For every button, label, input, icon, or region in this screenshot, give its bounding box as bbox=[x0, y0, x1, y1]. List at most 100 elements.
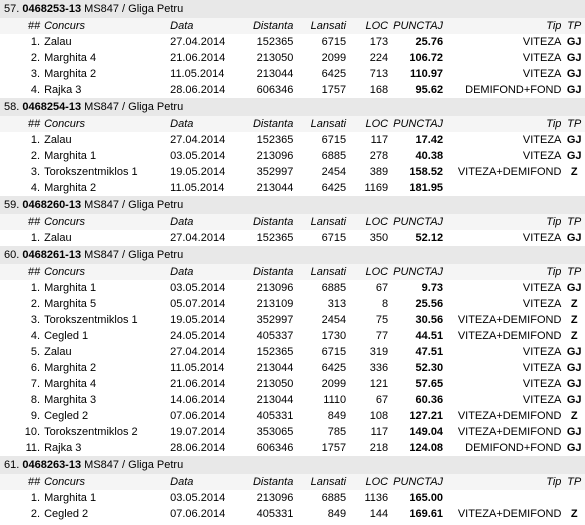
cell-dist: 213050 bbox=[240, 376, 297, 392]
table-row: 1.Zalau27.04.2014152365671517325.76VITEZ… bbox=[0, 34, 585, 50]
cell-dist: 213044 bbox=[240, 180, 297, 196]
cell-tip: VITEZA bbox=[447, 344, 563, 360]
table-row: 8.Marghita 314.06.201421304411106760.36V… bbox=[0, 392, 585, 408]
col-tp: TP bbox=[563, 214, 585, 230]
cell-tp: GJ bbox=[563, 392, 585, 408]
cell-punc: 52.30 bbox=[392, 360, 447, 376]
cell-concurs: Marghita 2 bbox=[43, 360, 169, 376]
results-table: ##ConcursDataDistantaLansatiLOCPUNCTAJTi… bbox=[0, 474, 585, 522]
col-nn: ## bbox=[0, 18, 43, 34]
cell-dist: 353065 bbox=[240, 424, 297, 440]
col-concurs: Concurs bbox=[43, 474, 169, 490]
cell-tp: GJ bbox=[563, 50, 585, 66]
col-loc: LOC bbox=[350, 474, 392, 490]
cell-concurs: Zalau bbox=[43, 230, 169, 246]
table-row: 9.Cegled 207.06.2014405331849108127.21VI… bbox=[0, 408, 585, 424]
cell-lans: 6425 bbox=[297, 66, 350, 82]
cell-punc: 30.56 bbox=[392, 312, 447, 328]
cell-tp: Z bbox=[563, 506, 585, 522]
col-concurs: Concurs bbox=[43, 18, 169, 34]
cell-concurs: Zalau bbox=[43, 132, 169, 148]
entry-code: 0468263-13 bbox=[22, 459, 81, 471]
cell-lans: 6715 bbox=[297, 34, 350, 50]
cell-tp bbox=[563, 180, 585, 196]
cell-concurs: Rajka 3 bbox=[43, 82, 169, 98]
cell-lans: 6715 bbox=[297, 230, 350, 246]
cell-nn: 1. bbox=[0, 490, 43, 506]
cell-lans: 1757 bbox=[297, 82, 350, 98]
entry-header: 60. 0468261-13 MS847 / Gliga Petru bbox=[0, 246, 585, 264]
cell-concurs: Marghita 5 bbox=[43, 296, 169, 312]
cell-dist: 606346 bbox=[240, 440, 297, 456]
table-header-row: ##ConcursDataDistantaLansatiLOCPUNCTAJTi… bbox=[0, 474, 585, 490]
col-tip: Tip bbox=[447, 214, 563, 230]
col-nn: ## bbox=[0, 264, 43, 280]
cell-lans: 2454 bbox=[297, 164, 350, 180]
cell-tip: VITEZA+DEMIFOND bbox=[447, 164, 563, 180]
col-nn: ## bbox=[0, 214, 43, 230]
col-dist: Distanta bbox=[240, 116, 297, 132]
cell-punc: 124.08 bbox=[392, 440, 447, 456]
cell-punc: 110.97 bbox=[392, 66, 447, 82]
col-punc: PUNCTAJ bbox=[392, 474, 447, 490]
cell-nn: 3. bbox=[0, 312, 43, 328]
entry-number: 60. bbox=[4, 249, 22, 261]
cell-data: 27.04.2014 bbox=[169, 344, 240, 360]
cell-loc: 1136 bbox=[350, 490, 392, 506]
table-row: 3.Torokszentmiklos 119.05.20143529972454… bbox=[0, 164, 585, 180]
col-tip: Tip bbox=[447, 116, 563, 132]
entry-header: 59. 0468260-13 MS847 / Gliga Petru bbox=[0, 196, 585, 214]
cell-tip: VITEZA bbox=[447, 50, 563, 66]
col-tp: TP bbox=[563, 18, 585, 34]
cell-concurs: Marghita 4 bbox=[43, 376, 169, 392]
cell-tp: GJ bbox=[563, 66, 585, 82]
cell-data: 19.05.2014 bbox=[169, 312, 240, 328]
cell-data: 28.06.2014 bbox=[169, 440, 240, 456]
entry-header: 57. 0468253-13 MS847 / Gliga Petru bbox=[0, 0, 585, 18]
cell-tip: VITEZA+DEMIFOND bbox=[447, 312, 563, 328]
cell-nn: 6. bbox=[0, 360, 43, 376]
cell-tip: DEMIFOND+FOND bbox=[447, 82, 563, 98]
cell-tip: VITEZA bbox=[447, 392, 563, 408]
cell-concurs: Marghita 1 bbox=[43, 280, 169, 296]
cell-data: 11.05.2014 bbox=[169, 360, 240, 376]
cell-tp: GJ bbox=[563, 148, 585, 164]
cell-tip: VITEZA bbox=[447, 66, 563, 82]
cell-tp: Z bbox=[563, 312, 585, 328]
table-row: 2.Cegled 207.06.2014405331849144169.61VI… bbox=[0, 506, 585, 522]
cell-dist: 352997 bbox=[240, 312, 297, 328]
cell-dist: 213044 bbox=[240, 66, 297, 82]
cell-nn: 1. bbox=[0, 230, 43, 246]
cell-tip: VITEZA bbox=[447, 280, 563, 296]
cell-concurs: Zalau bbox=[43, 344, 169, 360]
table-row: 10.Torokszentmiklos 219.07.2014353065785… bbox=[0, 424, 585, 440]
cell-nn: 10. bbox=[0, 424, 43, 440]
cell-loc: 389 bbox=[350, 164, 392, 180]
cell-punc: 25.76 bbox=[392, 34, 447, 50]
cell-loc: 713 bbox=[350, 66, 392, 82]
cell-loc: 224 bbox=[350, 50, 392, 66]
cell-tp: Z bbox=[563, 296, 585, 312]
cell-lans: 6715 bbox=[297, 344, 350, 360]
table-row: 1.Zalau27.04.2014152365671535052.12VITEZ… bbox=[0, 230, 585, 246]
cell-lans: 2454 bbox=[297, 312, 350, 328]
col-tip: Tip bbox=[447, 264, 563, 280]
cell-dist: 213096 bbox=[240, 490, 297, 506]
col-data: Data bbox=[169, 116, 240, 132]
cell-dist: 152365 bbox=[240, 34, 297, 50]
cell-loc: 121 bbox=[350, 376, 392, 392]
table-row: 7.Marghita 421.06.2014213050209912157.65… bbox=[0, 376, 585, 392]
table-row: 2.Marghita 103.05.2014213096688527840.38… bbox=[0, 148, 585, 164]
col-loc: LOC bbox=[350, 116, 392, 132]
cell-dist: 213044 bbox=[240, 360, 297, 376]
cell-data: 14.06.2014 bbox=[169, 392, 240, 408]
cell-nn: 3. bbox=[0, 66, 43, 82]
cell-punc: 169.61 bbox=[392, 506, 447, 522]
cell-data: 27.04.2014 bbox=[169, 230, 240, 246]
cell-nn: 2. bbox=[0, 148, 43, 164]
col-data: Data bbox=[169, 214, 240, 230]
cell-punc: 60.36 bbox=[392, 392, 447, 408]
cell-data: 03.05.2014 bbox=[169, 148, 240, 164]
cell-lans: 6425 bbox=[297, 180, 350, 196]
col-nn: ## bbox=[0, 116, 43, 132]
